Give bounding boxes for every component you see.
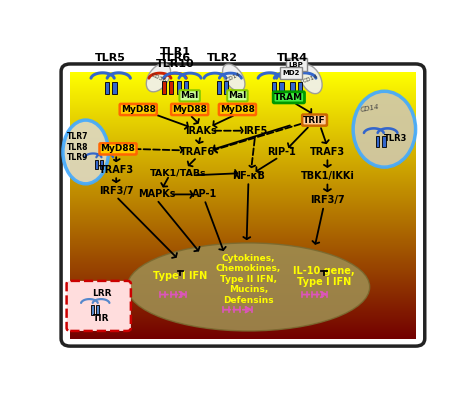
Text: TBK1/IKKi: TBK1/IKKi (301, 171, 355, 181)
Text: TRAM: TRAM (274, 93, 303, 102)
Bar (290, 82, 295, 94)
Bar (169, 82, 173, 93)
Text: CD36: CD36 (150, 72, 167, 83)
Bar (95, 160, 98, 169)
Bar (112, 82, 117, 94)
Bar (96, 305, 100, 314)
Ellipse shape (223, 64, 245, 91)
Text: IRF5: IRF5 (244, 126, 268, 136)
Text: TLR7
TLR8
TLR9: TLR7 TLR8 TLR9 (67, 132, 88, 162)
Text: NF-κB: NF-κB (232, 171, 265, 181)
Text: Type I IFN: Type I IFN (154, 271, 208, 281)
Text: IRF3/7: IRF3/7 (99, 186, 134, 196)
Text: CD14: CD14 (226, 72, 242, 83)
Text: MyD88: MyD88 (220, 105, 255, 114)
Bar (376, 136, 379, 147)
Bar (100, 160, 103, 169)
Text: TRAF3: TRAF3 (99, 165, 134, 175)
Bar (177, 82, 181, 93)
Text: Mal: Mal (181, 91, 199, 100)
Bar (224, 82, 228, 93)
FancyBboxPatch shape (281, 67, 301, 80)
Ellipse shape (146, 63, 171, 92)
Text: TLR2: TLR2 (207, 53, 238, 63)
Text: MD2: MD2 (283, 70, 300, 76)
Bar (279, 82, 284, 94)
Bar (272, 82, 276, 94)
Text: CD14: CD14 (302, 74, 319, 84)
Text: TAK1/TABs: TAK1/TABs (150, 169, 207, 178)
Text: TLR4: TLR4 (277, 53, 308, 63)
Text: TLR3: TLR3 (383, 134, 407, 143)
Bar (184, 82, 188, 93)
Text: TRAF6: TRAF6 (180, 147, 215, 157)
Text: IRF3/7: IRF3/7 (310, 195, 345, 206)
Ellipse shape (127, 243, 370, 331)
Text: TLR6: TLR6 (159, 53, 191, 63)
Text: TIR: TIR (93, 314, 110, 323)
Text: LRR: LRR (92, 288, 111, 297)
Ellipse shape (353, 91, 416, 167)
Text: TLR1: TLR1 (159, 47, 191, 57)
Ellipse shape (63, 120, 109, 184)
Text: IL-10 gene,
Type I IFN: IL-10 gene, Type I IFN (293, 266, 355, 287)
Text: TLR10: TLR10 (155, 59, 194, 69)
Text: TLR5: TLR5 (95, 53, 126, 63)
Text: MAPKs: MAPKs (138, 190, 175, 199)
Bar (217, 82, 221, 93)
Text: Cytokines,
Chemokines,
Type II IFN,
Mucins,
Defensins: Cytokines, Chemokines, Type II IFN, Muci… (216, 254, 281, 305)
Text: MyD88: MyD88 (121, 105, 155, 114)
Bar (91, 305, 94, 314)
Bar (105, 82, 109, 94)
Text: CD14: CD14 (360, 103, 380, 113)
FancyBboxPatch shape (66, 281, 131, 331)
Bar (162, 82, 166, 93)
Text: RIP-1: RIP-1 (267, 147, 296, 157)
Bar (382, 136, 386, 147)
Text: TRIF: TRIF (303, 115, 326, 125)
Text: AP-1: AP-1 (191, 190, 217, 199)
FancyBboxPatch shape (285, 58, 307, 71)
Ellipse shape (300, 65, 322, 94)
Text: MyD88: MyD88 (172, 105, 207, 114)
Text: TRAF3: TRAF3 (310, 147, 345, 157)
Text: IRAKs: IRAKs (185, 126, 217, 136)
Text: LBP: LBP (289, 61, 303, 68)
Bar (298, 82, 302, 94)
Text: MyD88: MyD88 (100, 145, 136, 153)
Text: Mal: Mal (228, 91, 246, 100)
